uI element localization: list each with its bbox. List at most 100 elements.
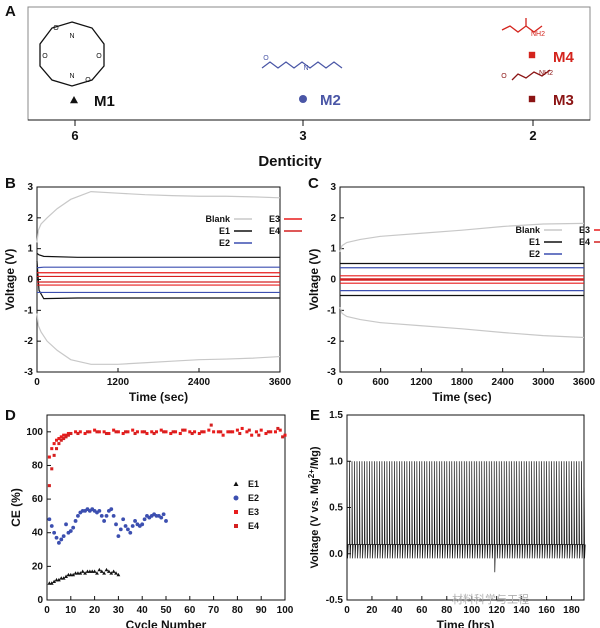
plot-frame — [36, 186, 281, 373]
series-e1-reduction — [36, 260, 280, 300]
data-point-e4 — [114, 430, 118, 434]
series-blank — [36, 191, 281, 243]
plot-frame — [339, 186, 585, 373]
y-tick-label: 100 — [26, 427, 43, 438]
data-point-e2 — [64, 522, 68, 527]
data-point-e4 — [104, 431, 109, 436]
data-point-e2 — [73, 519, 78, 523]
x-tick-label: 0 — [344, 605, 350, 616]
data-point-e1 — [90, 569, 95, 573]
data-point-e4 — [85, 430, 89, 434]
panel-a-tick-label: 3 — [299, 128, 306, 143]
panel-label-e: E — [310, 407, 320, 424]
y-tick-label: -2 — [24, 336, 33, 347]
x-tick-label: 40 — [137, 605, 149, 616]
data-point-e2 — [161, 512, 166, 517]
legend-marker — [233, 495, 239, 501]
data-point-e3 — [66, 431, 70, 436]
x-tick-label: 50 — [160, 605, 172, 616]
y-axis-label-part: /Mg) — [309, 446, 321, 469]
structure-atom-label: N — [69, 33, 74, 40]
data-point-e2 — [126, 527, 130, 532]
data-point-e1 — [87, 569, 92, 573]
structure-atom-label: O — [501, 73, 507, 80]
data-point-e3 — [283, 433, 287, 437]
data-point-e2 — [52, 530, 57, 535]
legend-marker — [234, 510, 238, 514]
legend-label: E3 — [248, 507, 259, 517]
data-point-e2 — [97, 508, 102, 513]
data-point-e2 — [118, 527, 123, 532]
panel-a-tick-label: 6 — [71, 128, 78, 143]
data-point-e4 — [64, 435, 68, 439]
y-tick-label: 60 — [32, 494, 44, 505]
legend-label: E2 — [219, 238, 230, 248]
structure-atom-label: O — [263, 55, 269, 62]
x-axis-label: Time (sec) — [432, 390, 491, 404]
data-point-e2 — [142, 517, 147, 522]
data-point-e2 — [47, 517, 52, 522]
panel-label-b: B — [5, 175, 16, 192]
x-tick-label: 20 — [366, 605, 378, 616]
x-tick-label: 180 — [563, 605, 580, 616]
data-point-e3 — [245, 430, 249, 434]
panel-a-marker-m2 — [299, 95, 307, 103]
x-tick-label: 600 — [372, 377, 389, 388]
data-point-e4 — [200, 430, 204, 434]
y-tick-label: -0.5 — [326, 595, 344, 606]
data-point-e2 — [102, 519, 107, 523]
x-tick-label: 2400 — [492, 377, 515, 388]
data-point-e3 — [231, 430, 235, 434]
data-point-e2 — [123, 524, 128, 528]
x-tick-label: 80 — [232, 605, 244, 616]
legend-label: E1 — [219, 226, 230, 236]
structure-atom-label: O — [85, 77, 91, 84]
data-point-e1 — [52, 579, 57, 584]
legend-label: Blank — [205, 214, 231, 224]
legend-label: E2 — [248, 493, 259, 503]
data-point-e1 — [102, 571, 107, 575]
legend-label: E3 — [579, 225, 590, 235]
data-point-e3 — [202, 430, 206, 434]
data-point-e3 — [235, 428, 239, 432]
x-axis-label: Cycle Number — [126, 618, 207, 628]
data-point-e1 — [114, 571, 118, 575]
data-point-e3 — [126, 430, 130, 434]
legend-label: E1 — [248, 479, 259, 489]
legend-label: E1 — [529, 237, 540, 247]
data-point-e3 — [264, 431, 268, 436]
data-point-e4 — [57, 442, 61, 446]
panel-a-tick-label: 2 — [529, 128, 536, 143]
x-tick-label: 0 — [337, 377, 343, 388]
data-point-e1 — [104, 567, 109, 572]
data-point-e3 — [164, 430, 168, 434]
data-point-e3 — [50, 447, 54, 451]
y-tick-label: 20 — [32, 561, 44, 572]
data-point-e1 — [97, 567, 102, 572]
data-point-e3 — [254, 430, 258, 434]
data-point-e1 — [71, 572, 76, 577]
watermark: 材料科学与工程 — [452, 594, 529, 606]
data-point-e1 — [78, 571, 83, 575]
data-point-e2 — [159, 515, 164, 520]
panel-label-d: D — [5, 407, 16, 424]
y-tick-label: 2 — [330, 213, 336, 224]
data-point-e2 — [164, 519, 168, 523]
data-point-e4 — [133, 431, 137, 436]
data-point-e2 — [59, 537, 64, 542]
data-point-e3 — [226, 430, 230, 434]
data-point-e4 — [50, 467, 54, 471]
structure-atom-label: NH2 — [531, 31, 545, 38]
data-point-e2 — [54, 535, 59, 540]
data-point-e4 — [62, 437, 66, 441]
data-point-e1 — [66, 572, 71, 577]
data-point-e3 — [131, 428, 135, 432]
x-tick-label: 100 — [277, 605, 294, 616]
data-point-e3 — [259, 428, 263, 432]
x-tick-label: 1200 — [410, 377, 433, 388]
data-point-e3 — [112, 428, 116, 432]
data-point-e2 — [76, 514, 80, 518]
data-point-e1 — [83, 571, 87, 575]
data-point-e2 — [111, 514, 116, 518]
data-point-e3 — [74, 430, 78, 434]
